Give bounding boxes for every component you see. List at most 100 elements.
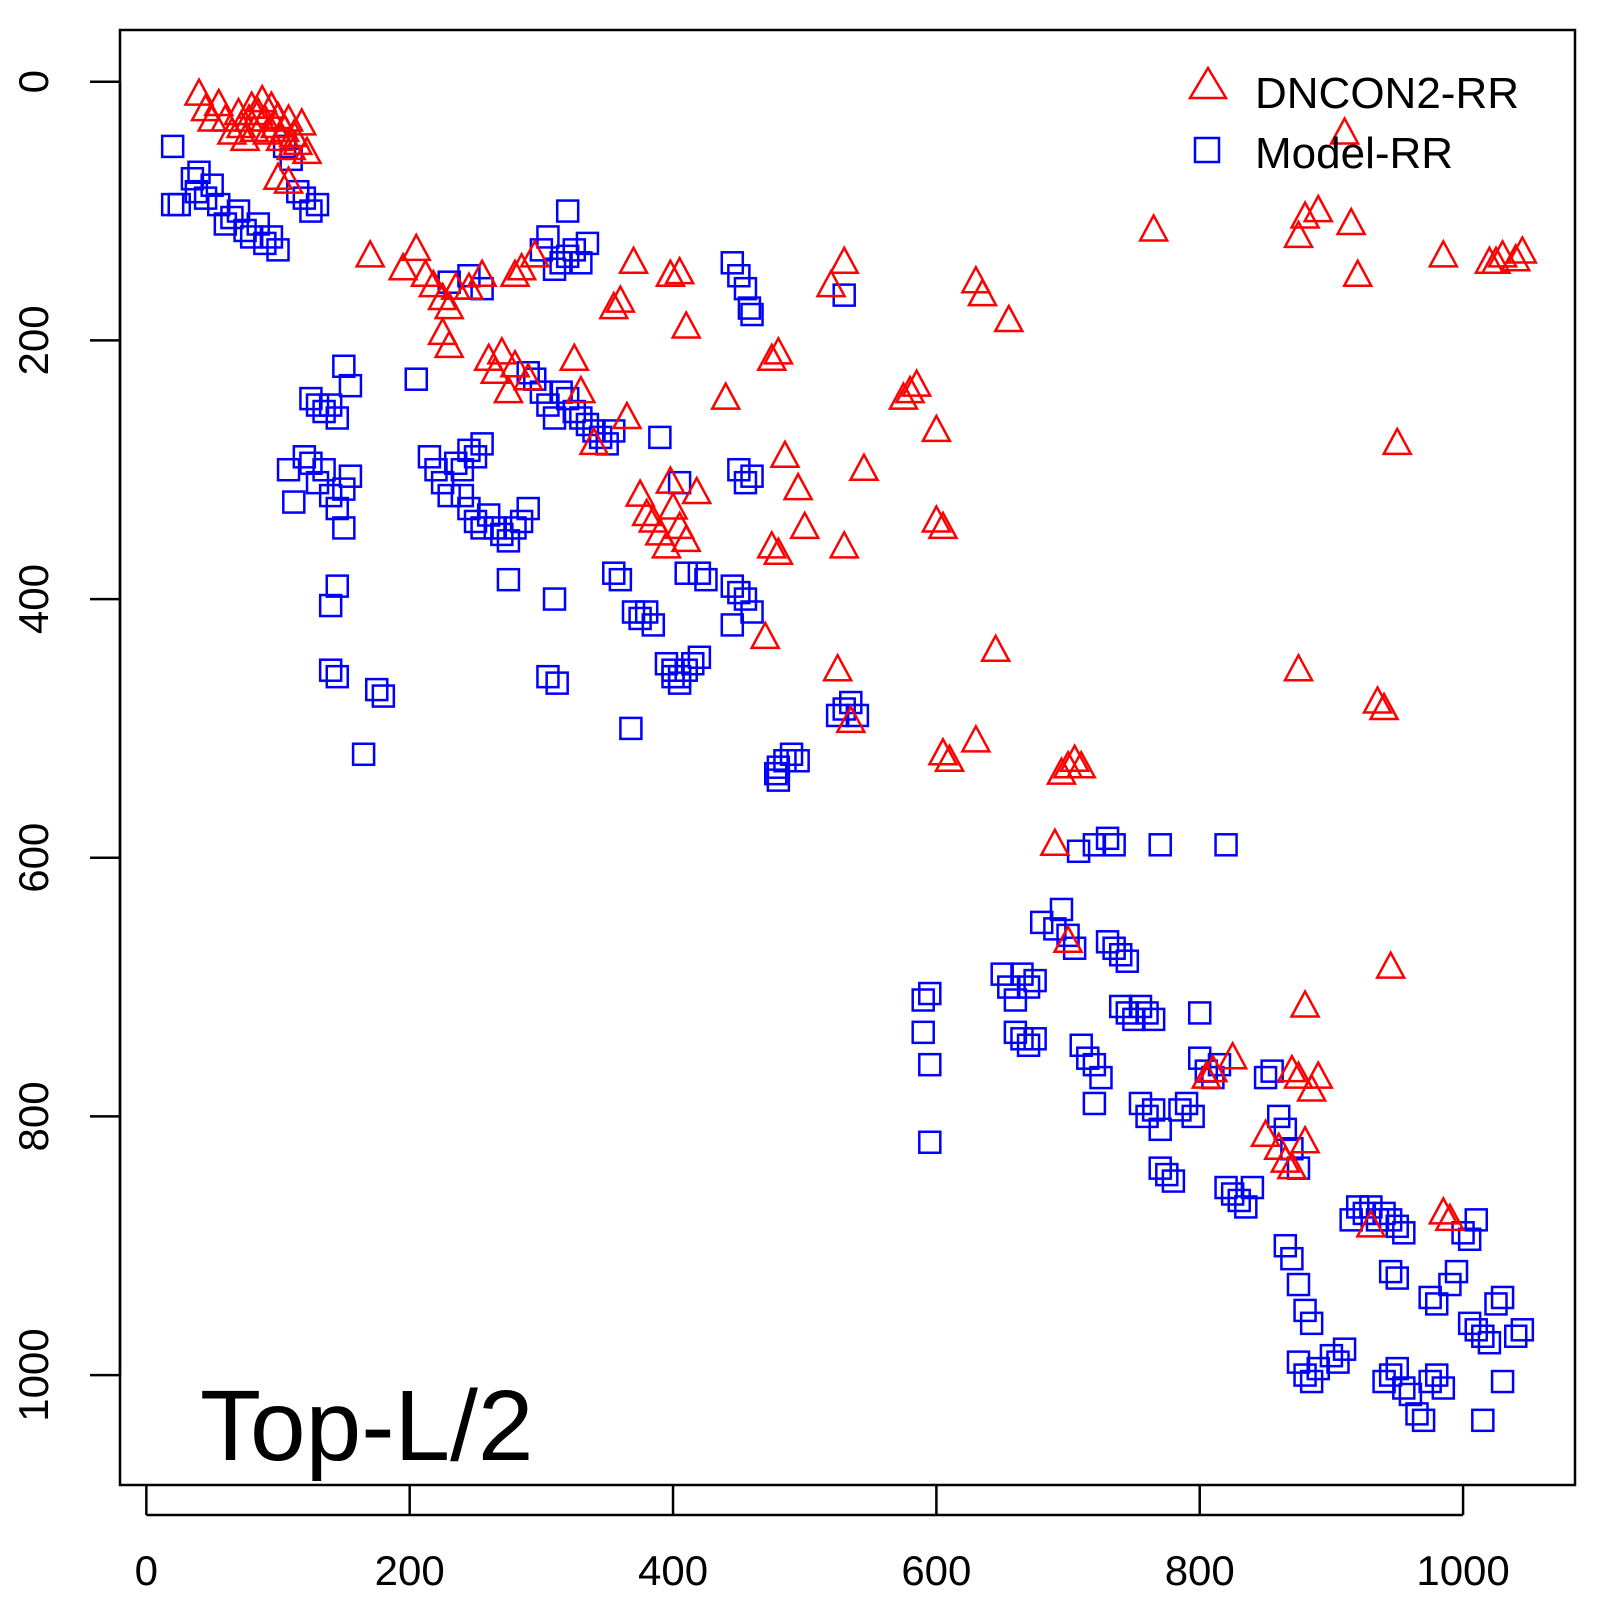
square-point xyxy=(1174,1091,1199,1116)
square-point xyxy=(1066,839,1091,864)
square-point xyxy=(292,445,317,469)
square-point xyxy=(1477,1330,1502,1355)
square-point xyxy=(325,574,350,598)
triangle-point xyxy=(920,503,952,533)
square-point xyxy=(694,567,718,592)
square-point xyxy=(371,684,396,708)
square-point xyxy=(1135,1104,1159,1129)
square-point xyxy=(1464,1318,1488,1342)
square-point xyxy=(365,677,389,702)
triangle-point xyxy=(631,497,663,527)
square-point xyxy=(733,276,758,301)
square-point xyxy=(648,425,672,450)
triangle-point xyxy=(1486,238,1519,268)
triangle-point xyxy=(1506,234,1538,264)
square-point xyxy=(1148,1156,1172,1180)
square-point xyxy=(325,406,350,430)
x-axis: 0 200 400 600 800 1000 xyxy=(135,1485,1510,1594)
triangle-point xyxy=(1302,193,1334,223)
triangle-point xyxy=(1289,1124,1321,1154)
square-point xyxy=(1359,1195,1383,1219)
square-point xyxy=(602,561,626,585)
triangle-point xyxy=(291,135,323,165)
y-tick-label: 0 xyxy=(10,70,57,93)
triangle-point xyxy=(236,89,268,119)
square-point xyxy=(619,716,643,741)
triangle-point xyxy=(756,342,788,372)
triangle-point xyxy=(486,335,518,365)
triangle-point xyxy=(762,536,794,566)
square-point xyxy=(1029,910,1054,935)
square-point xyxy=(536,225,560,249)
square-point xyxy=(1010,962,1034,986)
square-point xyxy=(621,600,646,624)
square-point xyxy=(634,600,659,624)
square-point xyxy=(1253,1065,1278,1090)
square-point xyxy=(1490,1285,1515,1310)
series-model-rr xyxy=(160,134,1535,1433)
square-point xyxy=(1023,968,1047,993)
triangle-point xyxy=(1302,1059,1334,1089)
triangle-point xyxy=(749,620,781,650)
square-point xyxy=(1510,1318,1535,1342)
square-point xyxy=(318,658,343,682)
square-point xyxy=(1102,833,1126,857)
x-tick-label: 800 xyxy=(1165,1547,1235,1594)
square-point xyxy=(220,205,244,230)
square-point xyxy=(1240,1175,1265,1200)
square-point xyxy=(773,748,797,773)
square-point xyxy=(1471,1324,1495,1349)
series-dncon2-rr xyxy=(183,77,1538,1238)
triangle-point xyxy=(960,723,992,753)
square-point xyxy=(1049,897,1074,922)
square-point xyxy=(1082,1091,1107,1116)
square-point xyxy=(1405,1402,1429,1426)
square-point xyxy=(338,373,363,398)
triangle-point xyxy=(1039,827,1071,857)
square-point xyxy=(1503,1324,1528,1349)
square-point xyxy=(332,477,356,501)
square-point xyxy=(1234,1195,1258,1219)
triangle-point xyxy=(1289,199,1321,229)
x-tick-label: 0 xyxy=(135,1547,158,1594)
square-point xyxy=(1273,1117,1298,1142)
square-point xyxy=(325,496,350,521)
square-point xyxy=(292,186,317,210)
triangle-point xyxy=(617,245,650,275)
triangle-point xyxy=(1249,1118,1282,1148)
square-point xyxy=(463,445,488,469)
square-point xyxy=(542,587,567,611)
square-point xyxy=(325,664,350,689)
square-point xyxy=(351,742,376,767)
square-point xyxy=(1069,1033,1093,1058)
square-point xyxy=(226,199,251,223)
triangle-point xyxy=(815,268,847,298)
square-point xyxy=(1431,1376,1456,1400)
legend: DNCON2-RR Model-RR xyxy=(1187,65,1519,178)
triangle-point xyxy=(1427,238,1459,268)
x-tick-label: 600 xyxy=(901,1547,971,1594)
square-point xyxy=(918,981,942,1006)
triangle-point xyxy=(828,529,860,559)
square-point xyxy=(1451,1221,1475,1245)
square-point xyxy=(450,483,475,508)
triangle-point xyxy=(782,471,814,501)
triangle-point xyxy=(1276,1053,1308,1083)
square-point xyxy=(545,671,569,695)
legend-triangle-icon xyxy=(1187,65,1229,100)
square-point xyxy=(911,1020,935,1045)
triangle-point xyxy=(828,245,860,275)
square-point xyxy=(562,238,587,262)
square-point xyxy=(1155,1162,1179,1187)
y-axis: 0 200 400 600 800 1000 xyxy=(10,70,122,1422)
square-point xyxy=(1378,1363,1403,1387)
triangle-point xyxy=(433,329,465,359)
square-point xyxy=(1299,1369,1324,1394)
square-point xyxy=(733,470,758,495)
square-point xyxy=(1392,1376,1416,1400)
triangle-point xyxy=(1138,212,1170,242)
square-point xyxy=(259,225,284,249)
x-tick-label: 400 xyxy=(638,1547,708,1594)
square-point xyxy=(1168,1098,1192,1122)
